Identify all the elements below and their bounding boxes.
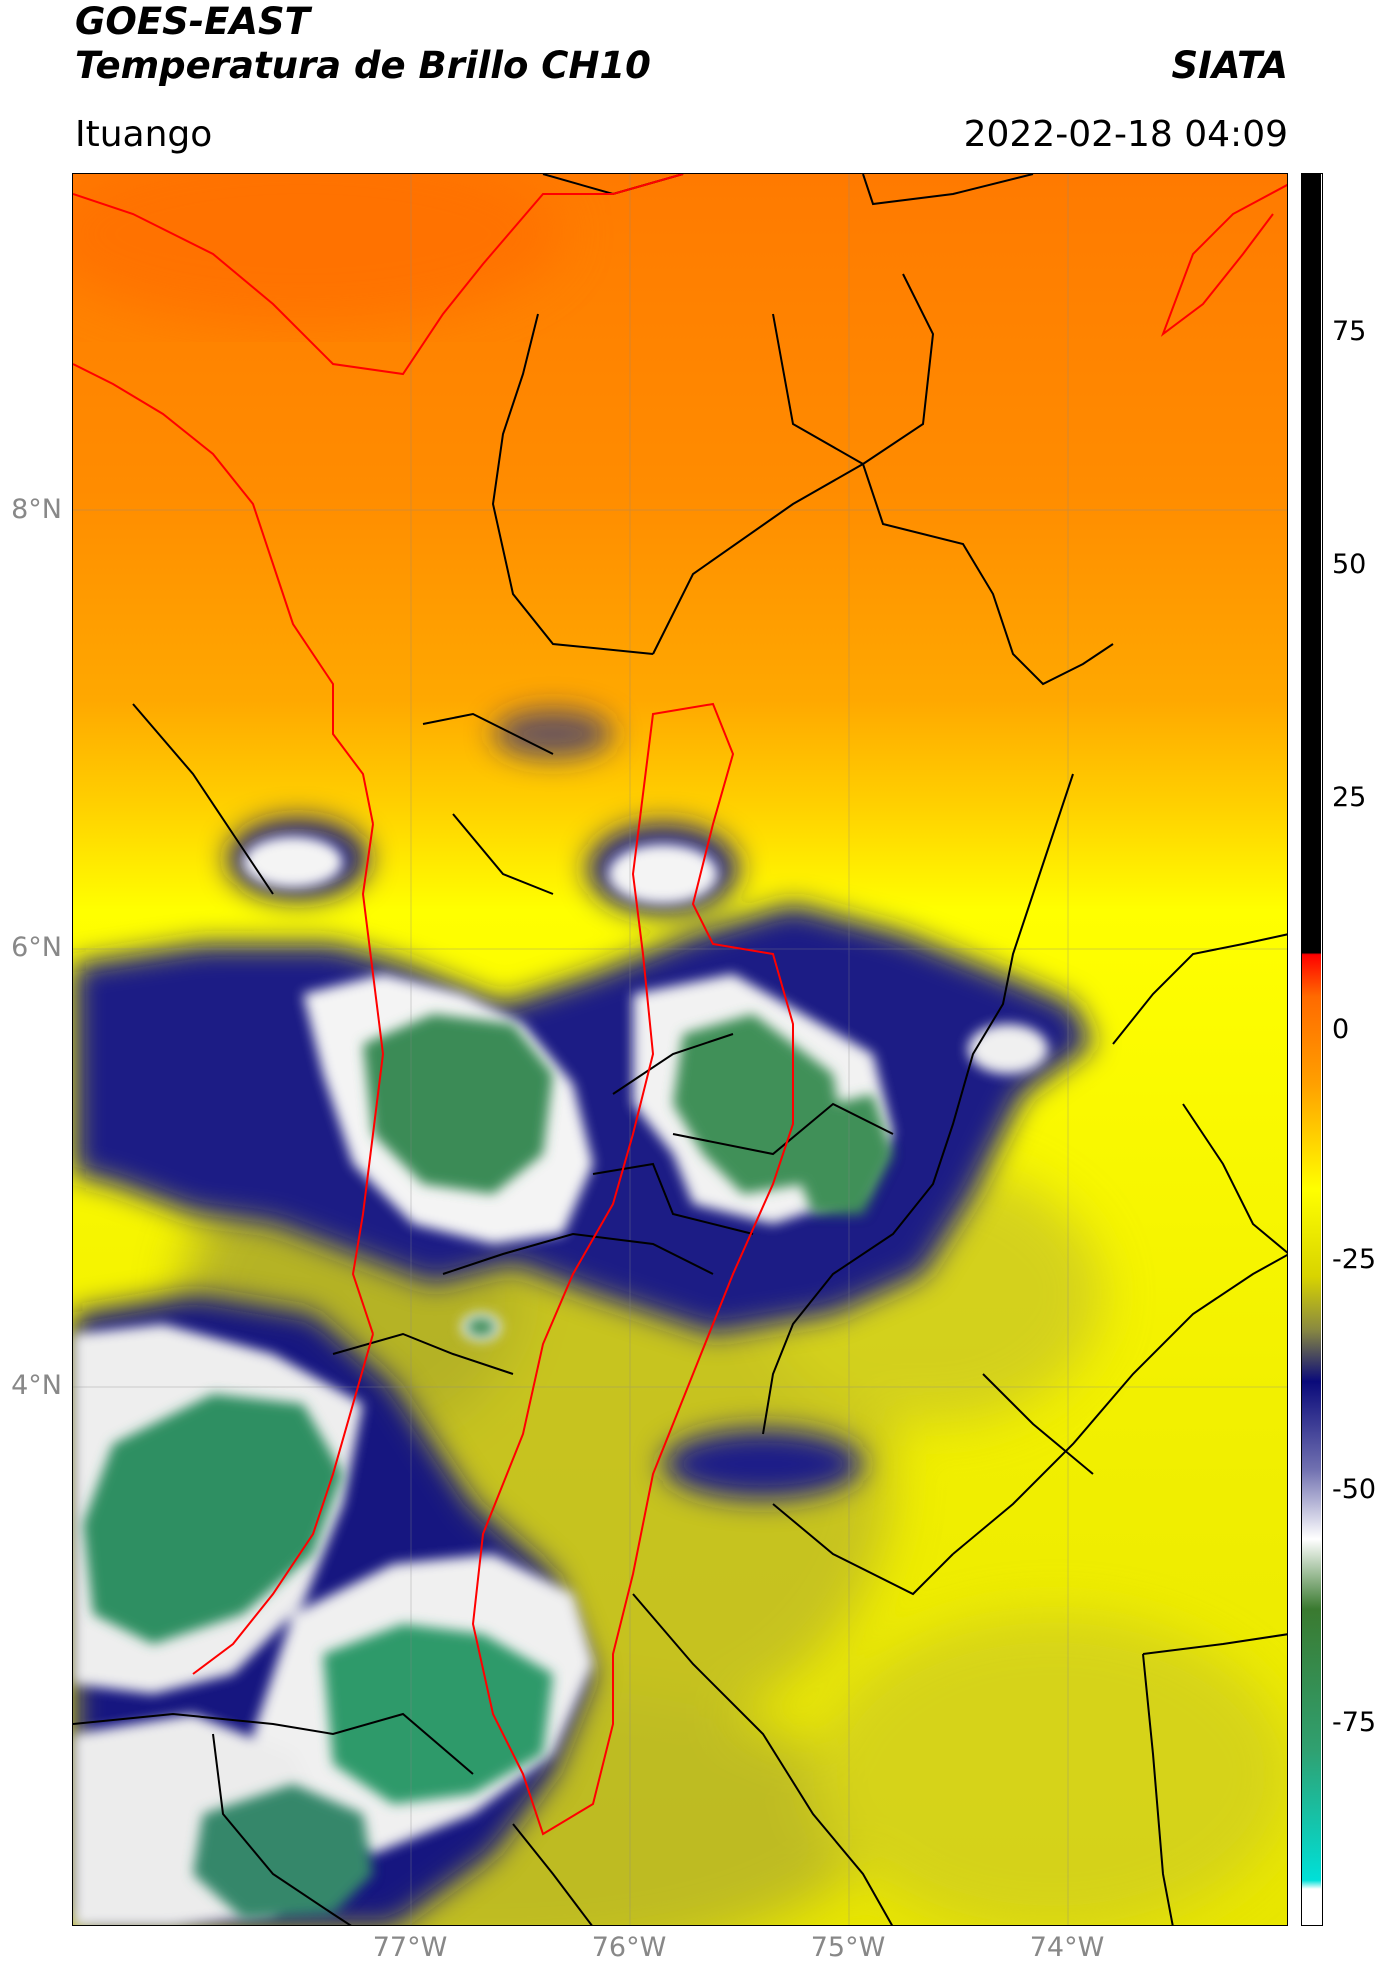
location-label: Ituango [75,114,213,155]
colorbar-gradient [1302,174,1321,1924]
title-line-2: Temperatura de Brillo CH10 [75,44,651,87]
graticule [73,174,1287,1925]
colorbar-tick-50: 50 [1332,549,1367,580]
map-canvas [73,174,1287,1925]
brightness-temperature-map [72,173,1288,1926]
colorbar-tick-75: 75 [1332,316,1367,347]
colorbar-tick-neg50: -50 [1332,1474,1377,1505]
cloud-green-layer [83,1014,893,1919]
lat-label-4n: 4°N [11,1370,62,1401]
brand-label: SIATA [1171,44,1288,87]
colorbar-tick-neg25: -25 [1332,1244,1377,1275]
lat-label-8n: 8°N [11,494,62,525]
lat-label-6n: 6°N [11,932,62,963]
colorbar-tick-25: 25 [1332,782,1367,813]
colorbar [1301,173,1323,1926]
colorbar-tick-neg75: -75 [1332,1707,1377,1738]
lon-label-74w: 74°W [1029,1932,1105,1963]
lon-label-77w: 77°W [372,1932,448,1963]
lon-label-75w: 75°W [810,1932,886,1963]
datetime-label: 2022-02-18 04:09 [963,114,1288,155]
colorbar-tick-0: 0 [1332,1014,1350,1045]
lon-label-76w: 76°W [591,1932,667,1963]
admin-borders [73,174,1287,1925]
title-line-1: GOES-EAST [75,0,310,43]
red-borders [73,174,1287,1836]
